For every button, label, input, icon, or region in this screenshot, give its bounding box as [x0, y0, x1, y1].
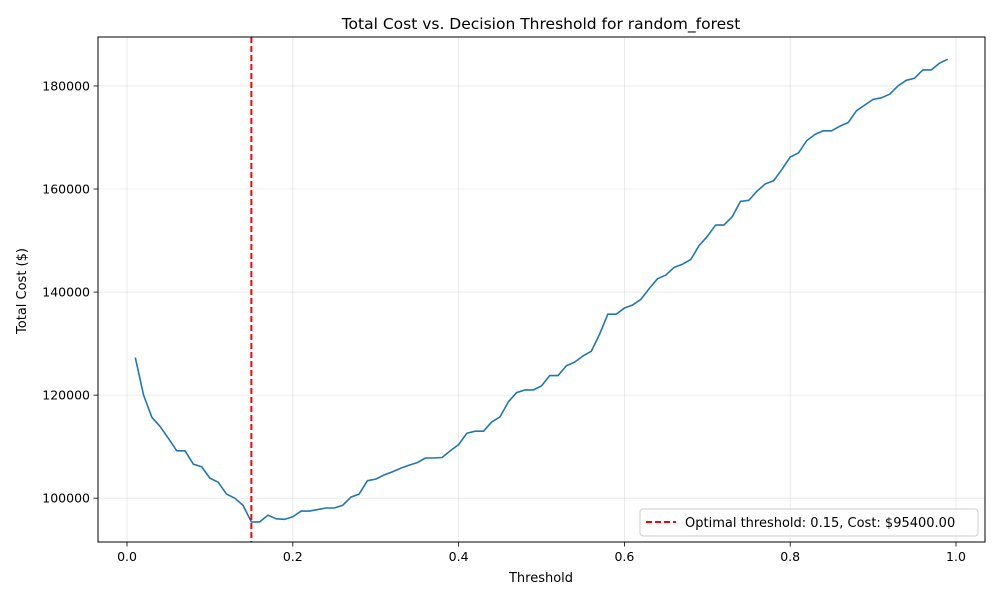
y-axis-label: Total Cost ($) [15, 248, 30, 335]
x-tick-label: 1.0 [946, 549, 966, 564]
y-tick-label: 140000 [42, 285, 90, 300]
y-tick-label: 180000 [42, 78, 90, 93]
y-tick-label: 100000 [42, 491, 90, 506]
y-tick-label: 160000 [42, 182, 90, 197]
x-tick-label: 0.6 [614, 549, 634, 564]
tick-layer: 0.0 0.2 0.4 0.6 0.8 1.0 100000 120000 140000 1600… [42, 78, 966, 564]
x-tick-label: 0.4 [449, 549, 469, 564]
x-tick-label: 0.2 [283, 549, 303, 564]
axes-frame [97, 36, 986, 543]
grid-layer [98, 37, 985, 542]
y-tick-label: 120000 [42, 388, 90, 403]
x-axis-label: Threshold [508, 571, 573, 586]
legend-label-optimal-threshold: Optimal threshold: 0.15, Cost: $95400.00 [685, 516, 955, 531]
series-line-total-cost [134, 58, 949, 523]
legend: Optimal threshold: 0.15, Cost: $95400.00 [639, 508, 979, 537]
chart-title: Total Cost vs. Decision Threshold for ra… [341, 15, 741, 34]
plot-layer [134, 37, 949, 542]
legend-box [639, 508, 979, 537]
x-tick-label: 0.8 [780, 549, 800, 564]
x-tick-label: 0.0 [117, 549, 137, 564]
